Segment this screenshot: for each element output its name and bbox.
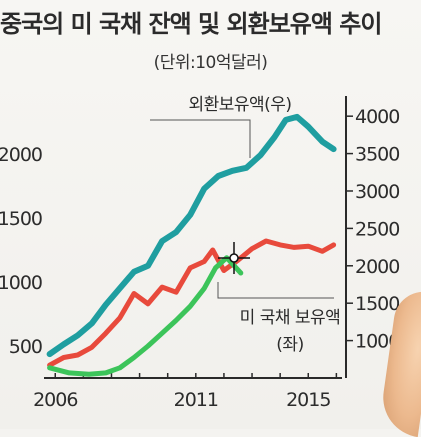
annotation-treasuries-unit: (좌) bbox=[276, 335, 303, 355]
crosshair-cursor-icon bbox=[218, 242, 250, 274]
y-right-tick-label: 1500 bbox=[355, 293, 399, 315]
annotation-reserves: 외환보유액(우) bbox=[188, 95, 291, 115]
x-tick-label: 2015 bbox=[286, 389, 330, 411]
y-right-tick-label: 3500 bbox=[355, 144, 399, 166]
y-left-tick-label: 1000 bbox=[0, 272, 42, 294]
chart-unit: (단위:10억달러) bbox=[153, 53, 268, 73]
y-right-tick-label: 4000 bbox=[355, 106, 399, 128]
series-line-1 bbox=[47, 238, 337, 368]
annotation-reserves-leader bbox=[150, 119, 251, 158]
series-line-0 bbox=[46, 113, 337, 358]
y-right-tick-label: 2500 bbox=[355, 218, 399, 240]
x-tick-label: 2006 bbox=[33, 389, 77, 411]
annotation-treasuries: 미 국채 보유액 bbox=[240, 308, 341, 328]
y-right-tick-label: 3000 bbox=[355, 181, 399, 203]
y-left-tick-label: 500 bbox=[9, 336, 42, 358]
chart-title: 중국의 미 국채 잔액 및 외환보유액 추이 bbox=[0, 10, 382, 38]
axes bbox=[44, 96, 353, 379]
x-tick-label: 2011 bbox=[174, 389, 218, 411]
annotations: 외환보유액(우) 미 국채 보유액 (좌) bbox=[150, 95, 341, 355]
tick-labels: 5001000150020001000150020002500300035004… bbox=[0, 106, 400, 411]
y-right-tick-label: 2000 bbox=[355, 256, 399, 278]
crosshair-center bbox=[229, 253, 239, 263]
series-layer bbox=[46, 113, 337, 377]
y-left-tick-label: 1500 bbox=[0, 208, 42, 230]
y-left-tick-label: 2000 bbox=[0, 144, 42, 166]
annotation-treasuries-leader bbox=[217, 282, 334, 299]
series-line-2 bbox=[47, 255, 244, 377]
